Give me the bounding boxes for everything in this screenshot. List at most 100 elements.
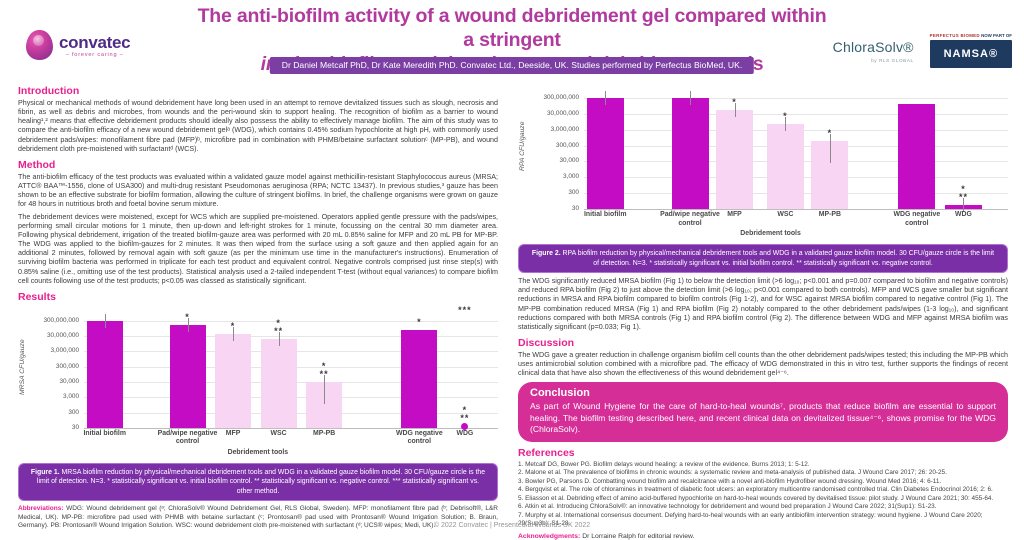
- error-bar: [734, 103, 736, 118]
- reference-item: 2. Malone et al. The prevalence of biofi…: [518, 469, 947, 477]
- significance-marker: *: [321, 360, 327, 371]
- figure-1-chart: MRSA CFU/gauze 300,000,000 30,000,000 3,00…: [18, 304, 498, 461]
- x-tick-label-mfp: MFP: [727, 211, 742, 218]
- y-tick-label: 30: [571, 205, 579, 212]
- authors-bar: Dr Daniel Metcalf PhD, Dr Kate Meredith …: [269, 57, 755, 74]
- convatec-wordmark: convatec: [59, 32, 131, 52]
- bar-mfp: [215, 334, 252, 428]
- y-tick-label: 300,000: [55, 362, 79, 370]
- significance-marker: *: [276, 317, 281, 328]
- significance-marker: *: [961, 184, 966, 195]
- results-heading: Results: [18, 290, 56, 303]
- gridline: [84, 336, 498, 338]
- y-tick-label: 300: [568, 189, 579, 197]
- detection-limit-marker-wdg: [461, 422, 469, 430]
- x-tick-label-mp-pb: MP-PB: [313, 429, 336, 437]
- gridline: [84, 320, 498, 322]
- error-bar: [605, 90, 607, 105]
- figure-1-plot-area: 300,000,000 30,000,000 3,000,000 300,000 30,…: [43, 304, 498, 431]
- x-tick-label-initial-biofilm: Initial biofilm: [83, 429, 126, 437]
- method-heading: Method: [18, 158, 56, 171]
- y-tick-label: 30,000: [59, 377, 79, 385]
- namsa-logo: PERFECTUS BIOMED NOW PART OF NAMSA®: [929, 33, 1012, 68]
- references-list: 1. Metcalf DG, Bower PG. Biofilm delays …: [518, 461, 1008, 529]
- significance-marker: *: [827, 127, 833, 138]
- significance-marker: *: [462, 404, 468, 415]
- figure-2-caption-label: Figure 2.: [531, 250, 561, 257]
- y-tick-label: 3,000,000: [550, 125, 579, 133]
- results-text: The WDG significantly reduced MRSA biofi…: [518, 277, 1008, 331]
- reference-item: 6. Atkin et al. Introducing ChloraSolv®:…: [518, 503, 937, 511]
- y-tick-label: 3,000: [563, 173, 579, 181]
- chlorasolv-subtext: by RLS GLOBAL: [871, 57, 914, 63]
- gridline: [584, 209, 1008, 210]
- error-bar: [278, 331, 280, 346]
- error-bar: [324, 374, 326, 404]
- perfectus-biomed-logo: PERFECTUS BIOMED NOW PART OF: [929, 33, 1012, 38]
- significance-marker-top: ***: [458, 304, 472, 315]
- significance-marker: *: [230, 321, 236, 332]
- x-tick-label-wdg-negative-control: WDG negative control: [893, 211, 941, 227]
- x-tick-label-wdg-negative-control: WDG negative control: [395, 429, 443, 446]
- figure-2-chart: RPA CFU/gauze 300,000,000 30,000,000 3,000…: [518, 83, 1008, 242]
- gridline: [584, 113, 1008, 115]
- y-tick-label: 300,000,000: [43, 316, 79, 324]
- figure-1-caption: Figure 1. MRSA biofilm reduction by phys…: [18, 462, 498, 502]
- x-tick-label-wdg: WDG: [955, 211, 972, 218]
- poster-header: convatec – forever caring – The anti-bio…: [0, 0, 1024, 79]
- abbreviations-label: Abbreviations:: [18, 505, 64, 513]
- x-tick-label-pad-wipe-negative-control: Pad/wipe negative control: [157, 429, 218, 446]
- right-column: RPA CFU/gauze 300,000,000 30,000,000 3,000…: [518, 80, 1008, 540]
- bar-mfp: [716, 110, 754, 209]
- y-tick-label: 30,000: [559, 157, 579, 165]
- error-bar: [829, 133, 831, 163]
- bar-wdg-negative-control: [401, 329, 438, 428]
- figure-1-caption-text: MRSA biofilm reduction by physical/mecha…: [36, 468, 486, 495]
- y-tick-label: 300,000,000: [543, 94, 579, 101]
- introduction-text: Physical or mechanical methods of wound …: [18, 99, 498, 153]
- bar-initial-biofilm: [586, 97, 624, 209]
- significance-marker: *: [783, 110, 788, 121]
- error-bar: [963, 198, 965, 213]
- chlorasolv-logo: ChloraSolv® by RLS GLOBAL: [833, 39, 914, 63]
- abbreviations-text: WDG: Wound debridement gel (ᵃ; ChloraSol…: [18, 505, 498, 530]
- y-tick-label: 3,000: [63, 393, 79, 401]
- significance-marker: **: [319, 368, 329, 379]
- figure-2-y-axis-label: RPA CFU/gauze: [519, 121, 526, 171]
- error-bar: [104, 313, 106, 328]
- poster-footer: © 2022 Convatec | Presented at Wounds UK…: [433, 522, 591, 529]
- convatec-tagline: – forever caring –: [65, 51, 124, 58]
- gridline: [584, 98, 1008, 99]
- y-tick-label: 300,000: [555, 141, 579, 149]
- x-tick-label-wdg: WDG: [456, 429, 474, 437]
- namsa-wordmark: NAMSA®: [929, 40, 1012, 68]
- x-tick-label-pad-wipe-negative-control: Pad/wipe negative control: [660, 211, 720, 227]
- bar-pad-wipe-negative-control: [671, 98, 709, 209]
- method-paragraph-2: The debridement devices were moistened, …: [18, 212, 498, 285]
- error-bar: [785, 116, 787, 131]
- conclusion-heading: Conclusion: [530, 387, 590, 400]
- figure-2-caption: Figure 2. RPA biofilm reduction by physi…: [518, 244, 1008, 274]
- y-tick-label: 30: [71, 423, 79, 431]
- x-axis-label: Debridement tools: [740, 230, 801, 237]
- error-bar: [233, 327, 235, 342]
- figure-1-caption-label: Figure 1.: [30, 468, 60, 476]
- significance-marker: *: [417, 316, 422, 327]
- figure-2-x-labels: Initial biofilm Pad/wipe negative control…: [584, 209, 1008, 242]
- method-paragraph-1: The anti-biofilm efficacy of the test pr…: [18, 172, 498, 209]
- conclusion-text: As part of Wound Hygiene for the care of…: [530, 401, 996, 434]
- figure-2-plot-area: 300,000,000 30,000,000 3,000,000 300,000 30,…: [543, 83, 1008, 213]
- reference-item: 5. Eliasson et al. Debriding effect of a…: [518, 494, 994, 502]
- y-tick-label: 300: [68, 408, 79, 416]
- figure-2-caption-text: RPA biofilm reduction by physical/mechan…: [560, 250, 995, 267]
- significance-marker: **: [274, 325, 284, 336]
- error-bar: [187, 318, 189, 333]
- gridline: [84, 427, 498, 429]
- bar-wsc: [766, 123, 804, 209]
- significance-marker: *: [732, 97, 737, 108]
- x-tick-label-mp-pb: MP-PB: [818, 211, 841, 218]
- y-tick-label: 30,000,000: [47, 332, 79, 340]
- title-line-1: The anti-biofilm activity of a wound deb…: [197, 5, 827, 51]
- partner-logos: ChloraSolv® by RLS GLOBAL PERFECTUS BIOM…: [833, 33, 1012, 68]
- figure-1-y-axis-label: MRSA CFU/gauze: [19, 338, 26, 395]
